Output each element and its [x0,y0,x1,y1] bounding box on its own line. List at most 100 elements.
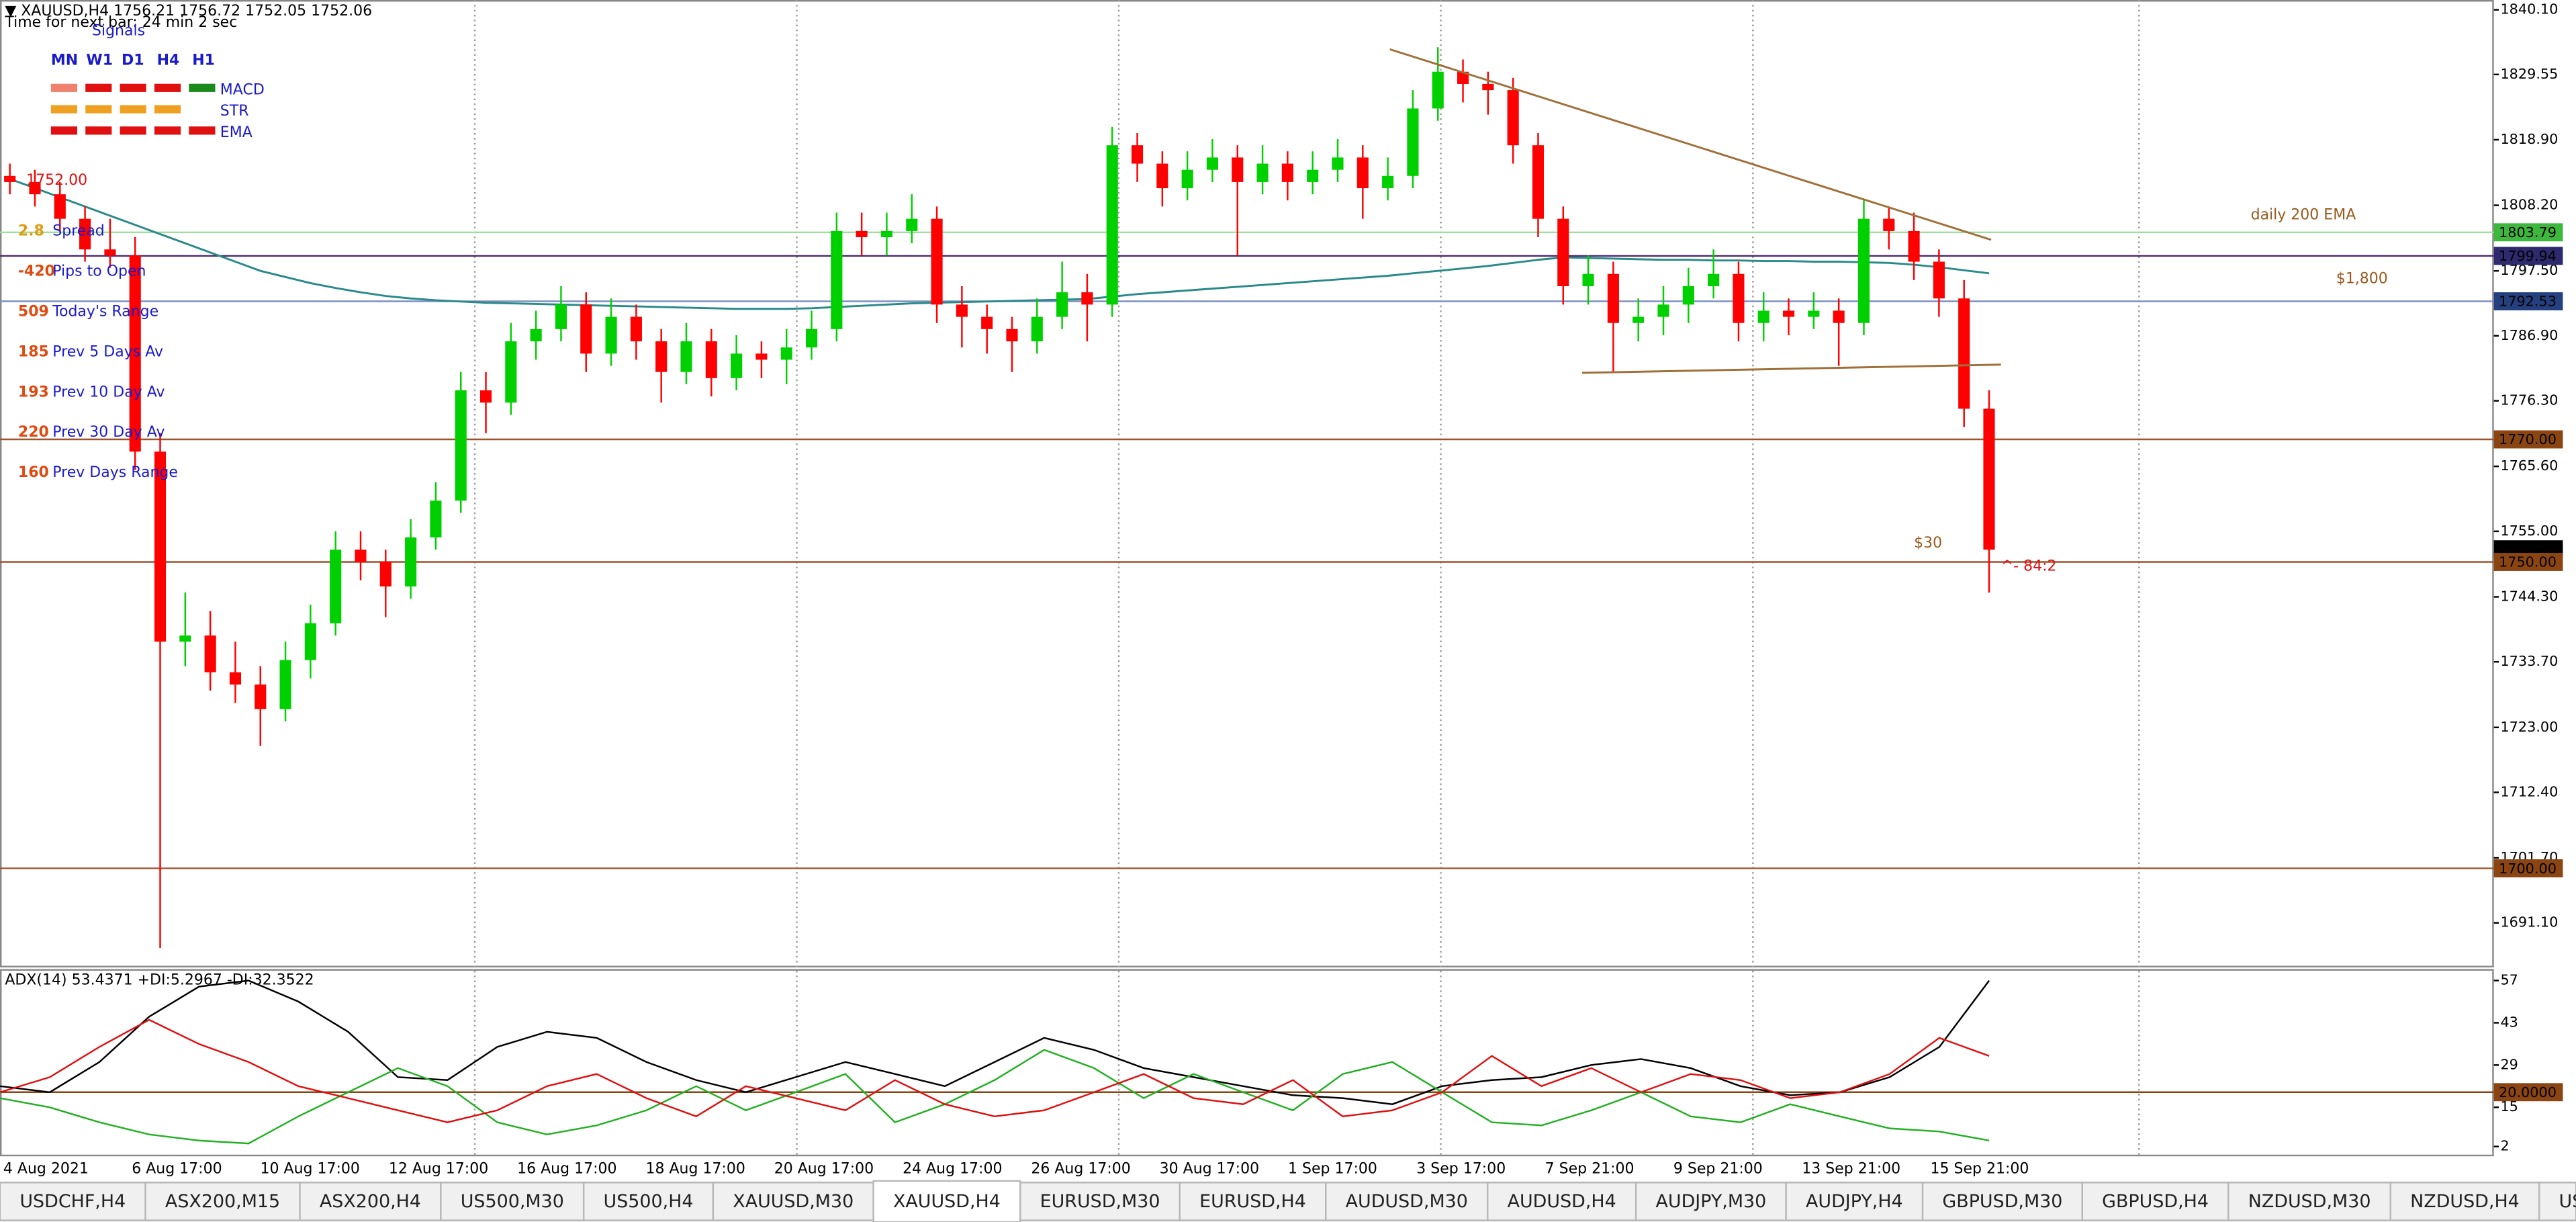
info-value: 160 [18,464,49,481]
tab[interactable] [2227,1182,2392,1221]
tab[interactable] [1487,1182,1637,1221]
candle-body [856,230,868,238]
price-label: 1792.53 [2499,294,2557,310]
tab-label[interactable]: ASX200,M15 [165,1191,280,1212]
info-value: -420 [18,263,55,280]
tab[interactable] [2538,1182,2576,1221]
info-value: 2.8 [18,223,44,240]
candle-body [1281,163,1293,182]
candle-body [154,451,167,642]
bar-timer: Time for next bar: 24 min 2 sec [4,14,237,31]
candle-body [580,304,592,354]
y-tick-label: 1808.20 [2500,197,2558,213]
candle-body [956,304,968,317]
tab[interactable] [582,1182,715,1221]
y-tick-label: 1829.55 [2500,66,2558,82]
candle-body [279,660,291,709]
price-label-box [2493,292,2563,310]
y-tick-label: 1818.90 [2500,131,2558,147]
signal-name: STR [220,103,249,120]
tab-label[interactable]: AUDUSD,H4 [1508,1191,1616,1212]
candle-body [1081,292,1093,305]
signal-name: EMA [220,124,252,141]
tab-label[interactable]: AUDJPY,H4 [1806,1191,1903,1212]
tab-label[interactable]: XAUUSD,M30 [733,1191,854,1212]
candle-body [705,341,717,378]
signal-name: MACD [220,81,265,98]
tab-label[interactable]: US500,H4 [604,1191,694,1212]
tab-label[interactable]: AUDUSD,M30 [1346,1191,1468,1212]
candle-body [831,230,843,329]
candle-body [981,316,993,329]
candle-body [1256,163,1269,182]
tab-label[interactable]: EURUSD,H4 [1199,1191,1306,1212]
tab-label[interactable]: NZDUSD,H4 [2410,1191,2520,1212]
tab[interactable] [1325,1182,1489,1221]
candle-body [1657,304,1669,317]
timeframe: D1 [122,52,144,69]
period-separators [473,0,2140,1155]
x-tick-label: 13 Sep 21:00 [1802,1161,1900,1178]
tab[interactable] [1635,1182,1787,1221]
tab-label[interactable]: XAUUSD,H4 [893,1191,1001,1212]
ema-line [9,177,1990,310]
info-label: Today's Range [52,304,158,320]
x-tick-label: 6 Aug 17:00 [132,1161,222,1178]
y-tick-label: 1712.40 [2500,783,2558,799]
y-tick-label: 1840.10 [2500,1,2558,17]
candle-body [880,230,893,238]
candle-body [1557,218,1569,286]
annotation: daily 200 EMA [2251,206,2356,223]
tab-label[interactable]: USDCHF,H4 [19,1191,126,1212]
timeframe: H1 [192,52,215,69]
signal-box [50,83,77,92]
tab[interactable] [1019,1182,1181,1221]
tab[interactable] [440,1182,585,1221]
price-label: 1799.94 [2499,248,2557,264]
x-tick-label: 24 Aug 17:00 [903,1161,1002,1178]
indicator-tick-label: 57 [2500,972,2518,988]
signal-box [120,105,146,114]
candle-body [1432,71,1444,109]
candle-body [1006,329,1018,342]
candle-body [1782,310,1795,317]
candle-body [204,635,216,672]
candle-body [1532,145,1545,219]
tab-label[interactable]: GBPUSD,H4 [2102,1191,2209,1212]
candle-body [1407,108,1419,176]
price-label-box [2493,859,2563,878]
candle-body [1582,273,1594,286]
indicator-title: ADX(14) 53.4371 +DI:5.2967 -DI:32.3522 [5,972,314,989]
x-tick-label: 18 Aug 17:00 [645,1161,745,1178]
tab[interactable] [1785,1182,1924,1221]
signal-box [189,83,216,92]
tab-label[interactable]: EURUSD,M30 [1040,1191,1160,1212]
candle-body [805,329,818,348]
info-value: 193 [18,384,49,400]
info-label: Pips to Open [52,263,146,280]
candle-body [655,341,668,372]
timeframe: MN [51,52,78,69]
main-pane [0,0,2494,968]
indicator-level-label: 20.0000 [2499,1084,2557,1100]
tab[interactable] [1179,1182,1327,1221]
x-tick-label: 15 Sep 21:00 [1931,1161,2029,1178]
tab-label[interactable]: US500,M30 [461,1191,564,1212]
candle-body [1607,273,1619,323]
candle-body [54,194,66,219]
tab-label[interactable]: NZDUSD,M30 [2248,1191,2371,1212]
candle-body [1031,316,1043,342]
candle-body [605,316,617,354]
candle-body [1307,169,1319,182]
tab-label[interactable]: AUDJPY,M30 [1655,1191,1766,1212]
candle-body [1332,157,1344,170]
x-tick-label: 16 Aug 17:00 [517,1161,616,1178]
tab-label[interactable]: USI [2559,1191,2576,1212]
tab-label[interactable]: GBPUSD,M30 [1942,1191,2062,1212]
info-label: Spread [52,223,105,240]
tab-label[interactable]: ASX200,H4 [320,1191,421,1212]
candle-body [1131,145,1144,164]
candle-body [330,550,342,623]
candle-body [1356,157,1369,189]
tab[interactable] [712,1182,874,1221]
